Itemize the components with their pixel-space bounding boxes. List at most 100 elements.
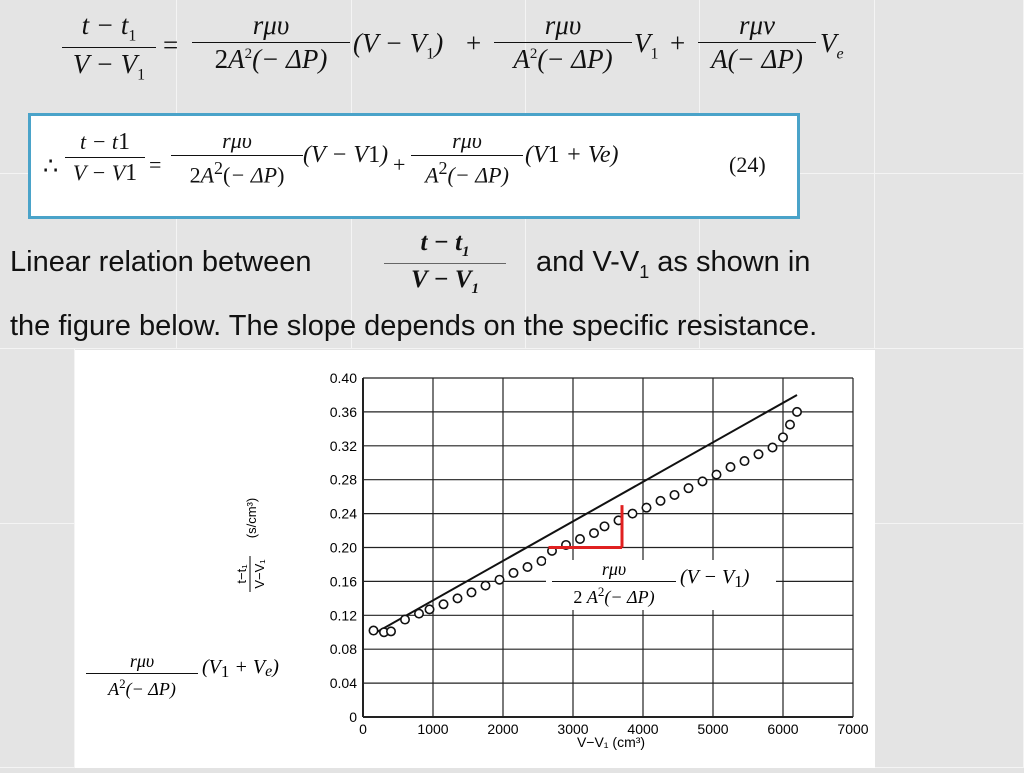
data-point	[599, 521, 610, 532]
top-lhs-fraction: t − t1 V − V1	[62, 12, 156, 84]
y-tick-label: 0.40	[330, 370, 357, 386]
top-term1-denominator: 2A2(− ΔP)	[214, 44, 328, 74]
data-point	[536, 556, 547, 567]
top-term2-denominator: A2(− ΔP)	[513, 44, 613, 74]
data-point	[399, 614, 410, 625]
x-tick-label: 4000	[627, 721, 658, 737]
intro-text-part2: and V-V1 as shown in	[536, 246, 811, 282]
data-point	[669, 489, 680, 500]
boxed-lhs-fraction: t − t1 V − V1	[65, 130, 145, 185]
data-point	[480, 580, 491, 591]
background-cell	[875, 349, 1024, 524]
data-point	[627, 508, 638, 519]
top-term3-fraction: rμν A(− ΔP)	[698, 12, 816, 73]
data-point	[494, 574, 505, 585]
boxed-term1-factor: (V − V1)	[303, 142, 389, 168]
data-point	[368, 625, 379, 636]
y-tick-label: 0.16	[330, 573, 357, 589]
boxed-term2-fraction: rμυ A2(− ΔP)	[411, 130, 523, 186]
data-point	[588, 528, 599, 539]
data-point	[466, 587, 477, 598]
data-point	[739, 456, 750, 467]
background-cell	[0, 349, 75, 524]
chart-panel: 0 1000 2000 3000 4000 5000 6000 7000 0 0.04 0.08 0…	[75, 350, 875, 768]
x-tick-label: 3000	[557, 721, 588, 737]
x-tick-labels: 0 1000 2000 3000 4000 5000 6000 7000	[359, 721, 869, 737]
data-point	[508, 567, 519, 578]
x-tick-label: 5000	[697, 721, 728, 737]
scatter-chart: 0 1000 2000 3000 4000 5000 6000 7000 00.040.080…	[234, 370, 869, 750]
y-tick-label: 0.04	[330, 675, 357, 691]
y-tick-label: 0.32	[330, 438, 357, 454]
data-point	[424, 604, 435, 615]
y-axis-label: t−t₁ V−V₁ (s/cm³)	[234, 498, 267, 592]
top-term2-fraction: rμυ A2(− ΔP)	[494, 12, 632, 73]
x-axis-label: V−V₁ (cm³)	[577, 734, 645, 750]
boxed-term1-fraction: rμυ 2A2(− ΔP)	[171, 130, 303, 186]
data-point	[655, 495, 666, 506]
data-points	[368, 406, 802, 638]
top-term1-factor: (V − V1)	[353, 28, 444, 63]
y-tick-label: 0	[349, 709, 357, 725]
data-point	[791, 406, 802, 417]
data-point	[683, 483, 694, 494]
x-tick-label: 0	[359, 721, 367, 737]
top-plus-2: +	[670, 28, 686, 58]
intro-text-line2: the figure below. The slope depends on t…	[10, 310, 818, 342]
background-cell	[875, 0, 1024, 174]
x-tick-label: 1000	[417, 721, 448, 737]
y-tick-label: 0.28	[330, 472, 357, 488]
x-tick-label: 6000	[767, 721, 798, 737]
background-cell	[0, 524, 75, 768]
top-term2-factor: V1	[634, 28, 659, 63]
y-axis-label-denominator: V−V₁	[252, 559, 267, 589]
background-cell	[875, 174, 1024, 349]
top-plus-1: +	[466, 28, 482, 58]
data-point	[784, 419, 795, 430]
slope-marker	[548, 505, 624, 549]
top-term1-numerator: rμυ	[252, 10, 290, 40]
data-point	[522, 561, 533, 572]
fit-line-group	[373, 394, 798, 635]
data-point	[767, 442, 778, 453]
top-term3-denominator: A(− ΔP)	[711, 44, 803, 74]
intercept-annotation: rμυ A2(− ΔP) (V1 + Ve)	[86, 650, 300, 698]
top-equation: t − t1 V − V1 = rμυ 2A2(− ΔP) (V − V1) +…	[0, 0, 1024, 110]
x-tick-label: 2000	[487, 721, 518, 737]
therefore-symbol: ∴	[43, 154, 59, 180]
y-tick-label: 0.20	[330, 540, 357, 556]
data-point	[452, 593, 463, 604]
fit-line	[373, 394, 798, 635]
boxed-equals: =	[149, 152, 162, 177]
data-point	[641, 502, 652, 513]
y-tick-label: 0.08	[330, 641, 357, 657]
intro-text-part1: Linear relation between	[10, 246, 312, 278]
top-term1-fraction: rμυ 2A2(− ΔP)	[192, 12, 350, 73]
y-tick-label: 0.36	[330, 404, 357, 420]
slope-annotation: rμυ 2 A2(− ΔP) (V − V1)	[546, 560, 776, 610]
y-tick-label: 0.12	[330, 607, 357, 623]
x-tick-label: 7000	[837, 721, 868, 737]
data-point	[697, 476, 708, 487]
data-point	[725, 461, 736, 472]
boxed-term2-factor: (V1 + Ve)	[525, 142, 619, 168]
y-tick-label: 0.24	[330, 506, 357, 522]
y-tick-labels: 0 0.04 0.08 0.12 0.16 0.20 0.24 0.28 0.32 0.36 0.4…	[330, 370, 357, 725]
background-cell	[875, 524, 1024, 768]
boxed-plus: +	[393, 152, 406, 177]
data-point	[777, 432, 788, 443]
data-point	[753, 449, 764, 460]
data-point	[413, 608, 424, 619]
equation-number: (24)	[729, 152, 766, 177]
top-term3-factor: Ve	[820, 28, 844, 63]
data-point	[385, 626, 396, 637]
data-point	[711, 469, 722, 480]
data-point	[574, 534, 585, 545]
data-point	[438, 599, 449, 610]
y-axis-label-unit: (s/cm³)	[244, 498, 259, 538]
boxed-equation: ∴ t − t1 V − V1 = rμυ 2A2(− ΔP) (V − V1)…	[28, 113, 800, 219]
top-lhs-denominator: V − V1	[72, 49, 146, 84]
top-lhs-numerator: t − t1	[81, 10, 137, 45]
top-term3-numerator: rμν	[738, 10, 776, 40]
top-equals: =	[163, 30, 179, 60]
